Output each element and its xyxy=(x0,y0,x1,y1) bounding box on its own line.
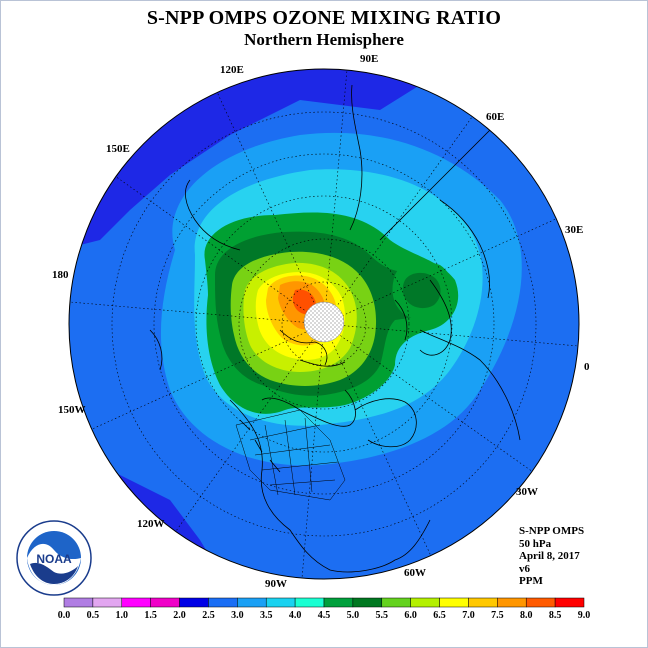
map-title: S-NPP OMPS OZONE MIXING RATIO xyxy=(146,7,502,29)
colorbar-swatch xyxy=(554,597,585,608)
info-instrument: S-NPP OMPS xyxy=(519,525,585,537)
colorbar-swatch xyxy=(323,597,354,608)
colorbar-tick-label: 7.5 xyxy=(491,610,504,621)
colorbar-tick-label: 8.0 xyxy=(520,610,533,621)
colorbar-swatch xyxy=(381,597,411,608)
ozone-field xyxy=(69,69,579,579)
us-states xyxy=(235,409,346,501)
info-box: S-NPP OMPS 50 hPa April 8, 2017 v6 PPM xyxy=(519,525,584,588)
colorbar-swatch xyxy=(439,597,469,608)
colorbar-tick-label: 0.0 xyxy=(58,610,71,621)
colorbar-swatch xyxy=(63,597,94,608)
colorbar-swatch xyxy=(525,597,556,608)
colorbar-swatch xyxy=(352,597,383,608)
colorbar-tick-label: 4.0 xyxy=(289,610,302,621)
lon-label-60e: 60E xyxy=(486,111,504,123)
colorbar-tick-label: 1.0 xyxy=(116,610,129,621)
coastlines xyxy=(149,84,521,573)
lon-label-90e: 90E xyxy=(360,53,378,65)
colorbar-tick-label: 2.0 xyxy=(173,610,186,621)
colorbar-tick-label: 9.0 xyxy=(578,610,591,621)
colorbar-tick-label: 7.0 xyxy=(462,610,475,621)
colorbar-swatch xyxy=(208,597,238,608)
lon-label-150w: 150W xyxy=(58,404,86,416)
latitude-grid xyxy=(111,111,537,537)
map-subtitle: Northern Hemisphere xyxy=(244,30,404,49)
colorbar-swatch xyxy=(121,597,151,608)
colorbar-swatch xyxy=(265,597,296,608)
colorbar-tick-label: 2.5 xyxy=(202,610,215,621)
lon-label-30w: 30W xyxy=(516,486,538,498)
colorbar-tick-label: 6.0 xyxy=(404,610,417,621)
colorbar-tick-label: 3.0 xyxy=(231,610,244,621)
colorbar: 0.0 0.5 1.0 1.5 2.0 2.5 3.0 3.5 4.0 4.5 5.0 5.5 6.0 6… xyxy=(58,597,591,621)
info-version: v6 xyxy=(519,562,530,575)
noaa-logo: NOAA xyxy=(16,520,92,596)
colorbar-swatch xyxy=(92,597,123,608)
colorbar-tick-label: 5.0 xyxy=(347,610,360,621)
info-units: PPM xyxy=(519,575,543,587)
longitude-labels: 90E 60E 30E 0 30W 60W 90W 120W 150W 180 … xyxy=(52,53,590,590)
lon-label-60w: 60W xyxy=(404,567,426,579)
colorbar-tick-label: 0.5 xyxy=(87,610,100,621)
info-level: 50 hPa xyxy=(519,537,552,550)
colorbar-swatch xyxy=(179,597,209,608)
colorbar-tick-label: 4.5 xyxy=(318,610,331,621)
longitude-grid xyxy=(69,69,579,579)
colorbar-swatch xyxy=(150,597,180,608)
lon-label-180: 180 xyxy=(52,269,69,281)
polar-data-gap xyxy=(303,301,345,343)
colorbar-swatch xyxy=(294,597,325,608)
colorbar-tick-label: 1.5 xyxy=(144,610,157,621)
colorbar-tick-label: 8.5 xyxy=(549,610,562,621)
colorbar-swatch xyxy=(468,597,498,608)
lon-label-120e: 120E xyxy=(220,64,244,76)
lon-label-30e: 30E xyxy=(565,224,583,236)
map-boundary xyxy=(68,68,580,580)
colorbar-tick-label: 6.5 xyxy=(433,610,446,621)
colorbar-tick-label: 3.5 xyxy=(260,610,273,621)
lon-label-150e: 150E xyxy=(106,143,130,155)
colorbar-swatch xyxy=(410,597,440,608)
colorbar-swatch xyxy=(497,597,527,608)
colorbar-tick-label: 5.5 xyxy=(376,610,389,621)
lon-label-90w: 90W xyxy=(265,578,287,590)
colorbar-swatch xyxy=(237,597,267,608)
logo-text: NOAA xyxy=(36,552,72,566)
lon-label-0: 0 xyxy=(584,361,590,373)
lon-label-120w: 120W xyxy=(137,518,165,530)
info-date: April 8, 2017 xyxy=(519,550,580,562)
